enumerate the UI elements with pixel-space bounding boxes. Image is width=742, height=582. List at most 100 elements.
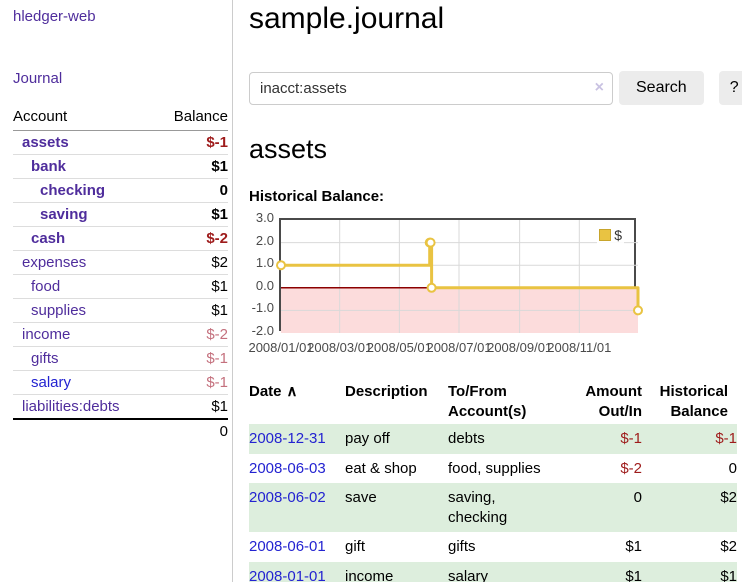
account-link-supplies[interactable]: supplies (31, 302, 87, 319)
accounts-total-row: 0 (13, 418, 228, 443)
y-axis-tick-label: 3.0 (255, 210, 274, 225)
x-axis-tick-label: 2008/03/01 (307, 340, 373, 355)
account-link-expenses[interactable]: expenses (22, 254, 87, 271)
register-header-date[interactable]: Date ∧ (249, 383, 298, 400)
register-amount: $1 (625, 538, 642, 555)
chart-plot-area: $ (276, 218, 643, 333)
page-title: sample.journal (249, 2, 445, 35)
account-balance: $1 (155, 154, 228, 179)
account-link-food[interactable]: food (31, 278, 61, 295)
account-balance: $1 (155, 274, 228, 299)
register-header-description: Description (345, 383, 428, 400)
account-row: income $-2 (13, 322, 228, 347)
search-button[interactable]: Search (619, 71, 704, 105)
account-link-checking[interactable]: checking (40, 182, 106, 199)
account-balance: $-2 (155, 322, 228, 347)
help-button[interactable]: ? (718, 71, 742, 105)
register-amount: 0 (633, 489, 642, 506)
account-balance: $2 (155, 250, 228, 275)
historical-balance-chart: $3.0 2.0 1.0 0.0 -1.0 -2.0 2008/01/01 2008/03/0… (248, 210, 650, 361)
account-link-cash[interactable]: cash (31, 230, 66, 247)
data-point-marker[interactable] (633, 305, 643, 316)
data-point-marker[interactable] (276, 260, 286, 271)
search-box: × (249, 71, 613, 105)
chart-legend: $ (597, 226, 624, 244)
register-row: 2008-01-01 income salary $1 $1 (249, 561, 737, 582)
register-row: 2008-06-03 eat & shop food, supplies $-2… (249, 454, 737, 484)
account-heading: assets (249, 134, 328, 164)
account-row: cash $-2 (13, 226, 228, 251)
register-row: 2008-12-31 pay off debts $-1 $-1 (249, 424, 737, 454)
clear-search-icon[interactable]: × (594, 78, 604, 96)
accounts-header-balance: Balance (155, 106, 228, 131)
register-accounts: food, supplies (448, 459, 541, 477)
sort-ascending-icon: ∧ (286, 383, 298, 400)
register-row: 2008-06-01 gift gifts $1 $2 (249, 532, 737, 562)
accounts-total-value: 0 (155, 418, 228, 443)
register-balance: $2 (720, 538, 737, 555)
account-link-salary[interactable]: salary (31, 374, 72, 391)
account-link-gifts[interactable]: gifts (31, 350, 59, 367)
accounts-total-spacer (13, 418, 156, 443)
register-balance: $1 (720, 567, 737, 582)
account-row: assets $-1 (13, 131, 228, 155)
register-header-accounts: To/From Account(s) (448, 383, 527, 420)
series-label: $ (614, 227, 622, 243)
register-date-link[interactable]: 2008-01-01 (249, 567, 326, 582)
account-row: saving $1 (13, 202, 228, 227)
x-axis-tick-label: 2008/07/01 (426, 340, 492, 355)
accounts-table: Account Balance assets $-1 bank $1 check… (13, 106, 228, 443)
account-balance: $1 (155, 202, 228, 227)
register-accounts: gifts (448, 538, 476, 555)
sidebar-item-journal[interactable]: Journal (13, 70, 63, 87)
register-amount: $-1 (620, 430, 642, 447)
data-point-marker[interactable] (425, 237, 436, 248)
register-row: 2008-06-02 save saving, checking 0 $2 (249, 483, 737, 532)
register-balance: $2 (720, 489, 737, 506)
x-axis-tick-label: 2008/01/01 (248, 340, 314, 355)
register-accounts: salary (448, 567, 489, 582)
accounts-header-row: Account Balance (13, 106, 228, 131)
accounts-header-account: Account (13, 106, 156, 131)
x-axis-tick-label: 2008/09/01 (487, 340, 553, 355)
search-input[interactable] (249, 71, 613, 105)
y-axis-tick-label: -1.0 (251, 300, 274, 316)
chart-title: Historical Balance: (249, 188, 385, 205)
account-link-bank[interactable]: bank (31, 158, 67, 175)
account-balance: $-1 (206, 134, 228, 151)
y-axis-tick-label: 0.0 (255, 277, 274, 293)
register-balance: $-1 (715, 430, 737, 447)
account-row: gifts $-1 (13, 346, 228, 371)
account-balance: $-1 (155, 370, 228, 395)
sidebar: hledger-web Journal Account Balance asse… (0, 0, 233, 582)
app-title-link[interactable]: hledger-web (13, 8, 96, 25)
register-header-row: Date ∧ Description To/From Account(s) Amo… (249, 380, 737, 424)
account-link-assets[interactable]: assets (22, 134, 69, 151)
account-row: expenses $2 (13, 250, 228, 275)
register-description: pay off (345, 430, 390, 447)
account-link-saving[interactable]: saving (40, 206, 88, 223)
register-header-balance: Historical Balance (659, 383, 728, 420)
register-date-link[interactable]: 2008-06-02 (249, 489, 326, 506)
register-accounts: debts (448, 430, 485, 447)
register-date-link[interactable]: 2008-06-03 (249, 459, 326, 477)
account-balance: $1 (155, 394, 228, 419)
register-amount: $1 (625, 567, 642, 582)
account-link-income[interactable]: income (22, 326, 71, 343)
register-description: income (345, 567, 394, 582)
register-table: Date ∧ Description To/From Account(s) Amo… (249, 380, 737, 582)
register-description: eat & shop (345, 459, 417, 477)
account-row: salary $-1 (13, 370, 228, 395)
search-form: × Search ? (249, 71, 742, 105)
register-accounts: saving, checking (448, 489, 508, 526)
x-axis-tick-label: 2008/05/01 (366, 340, 432, 355)
register-date-link[interactable]: 2008-12-31 (249, 430, 326, 447)
y-axis-tick-label: 2.0 (255, 232, 274, 248)
account-link-liabilities-debts[interactable]: liabilities:debts (22, 398, 120, 415)
register-date-link[interactable]: 2008-06-01 (249, 538, 326, 555)
account-row: supplies $1 (13, 298, 228, 323)
data-point-marker[interactable] (426, 282, 437, 293)
account-row: bank $1 (13, 154, 228, 179)
account-row: checking 0 (13, 178, 228, 203)
